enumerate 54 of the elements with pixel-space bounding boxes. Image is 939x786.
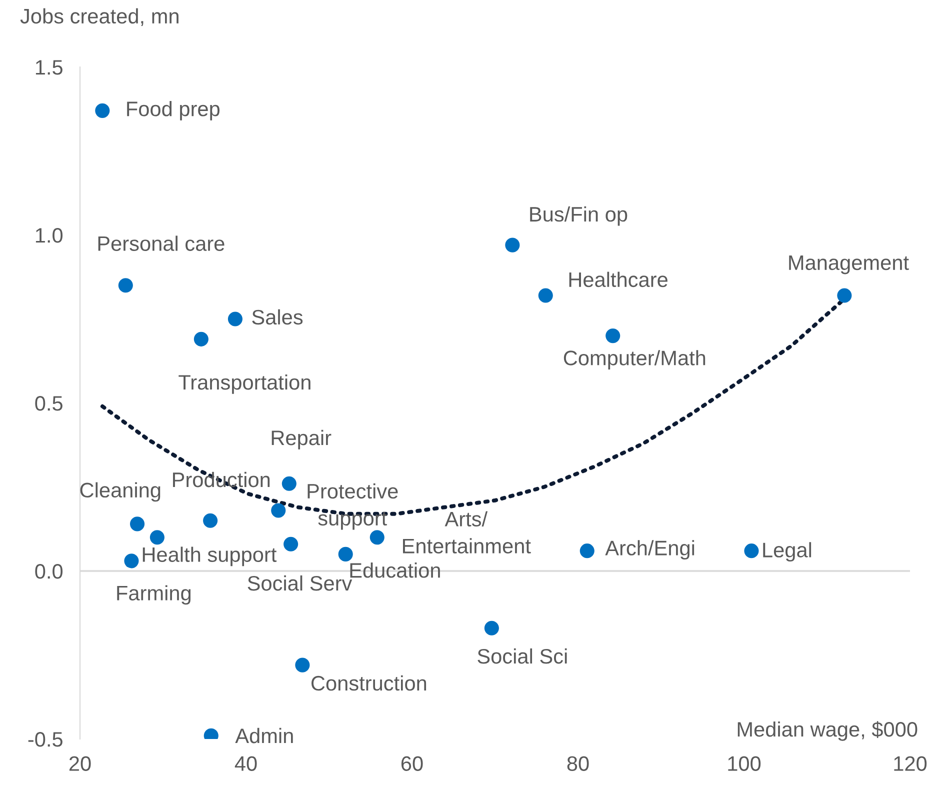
point — [228, 312, 242, 326]
y-tick-label: -0.5 — [28, 732, 62, 747]
point — [95, 103, 110, 118]
annotation: Management — [789, 256, 909, 274]
point — [130, 516, 145, 532]
point — [203, 513, 218, 528]
x-tick-label: 120 — [894, 756, 927, 771]
point — [837, 288, 852, 303]
point — [744, 544, 759, 558]
point — [271, 503, 286, 518]
point — [338, 546, 353, 562]
annotation: Computer/Math — [564, 350, 706, 370]
annotation: Admin — [235, 728, 293, 744]
annotation: Construction — [312, 675, 426, 691]
annotation: Farming — [117, 585, 191, 605]
annotation: Cleaning — [80, 482, 160, 502]
annotation: Protective support — [308, 483, 398, 530]
x-axis-title: Median wage, $000 — [738, 721, 918, 741]
x-tick-label: 60 — [401, 756, 423, 771]
annotation: Sales — [252, 309, 303, 325]
point — [118, 278, 133, 293]
annotation: Transportation — [178, 374, 310, 394]
y-tick-label: 1.5 — [36, 60, 62, 75]
point — [150, 530, 164, 545]
point — [370, 530, 384, 545]
point — [580, 544, 594, 558]
annotation: Healthcare — [569, 272, 668, 288]
point — [282, 476, 296, 491]
y-tick-label: 0.5 — [35, 396, 62, 411]
annotation: Arts/ Entertainment — [403, 511, 531, 554]
point — [606, 328, 620, 344]
annotation: Social Sci — [478, 648, 567, 664]
point — [124, 554, 139, 568]
annotation: Bus/Fin op — [530, 206, 628, 226]
x-tick-label: 20 — [69, 756, 91, 771]
annotation: Legal — [763, 542, 812, 562]
point — [538, 288, 553, 303]
annotation: Health support — [142, 546, 277, 566]
point — [484, 620, 499, 636]
x-tick-label: 100 — [728, 756, 761, 771]
y-axis-title: Jobs created, mn — [20, 8, 178, 26]
y-tick-label: 0.0 — [35, 564, 63, 579]
annotation: Repair — [272, 430, 332, 450]
point — [505, 238, 520, 252]
annotation: Arch/Engi — [605, 540, 694, 560]
annotation: Personal care — [98, 236, 224, 251]
y-tick-label: 1.0 — [36, 228, 63, 243]
x-tick-label: 80 — [567, 756, 589, 771]
x-tick-label: 40 — [234, 756, 257, 771]
annotation: Education — [350, 562, 440, 578]
point — [194, 332, 208, 346]
point — [284, 536, 298, 552]
annotation: Food prep — [127, 100, 220, 120]
point — [295, 658, 310, 672]
